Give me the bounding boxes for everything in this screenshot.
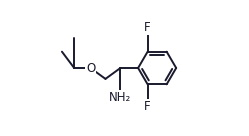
Text: F: F xyxy=(144,100,151,113)
Text: O: O xyxy=(86,61,95,75)
Text: F: F xyxy=(144,21,151,34)
Text: NH₂: NH₂ xyxy=(109,91,131,104)
